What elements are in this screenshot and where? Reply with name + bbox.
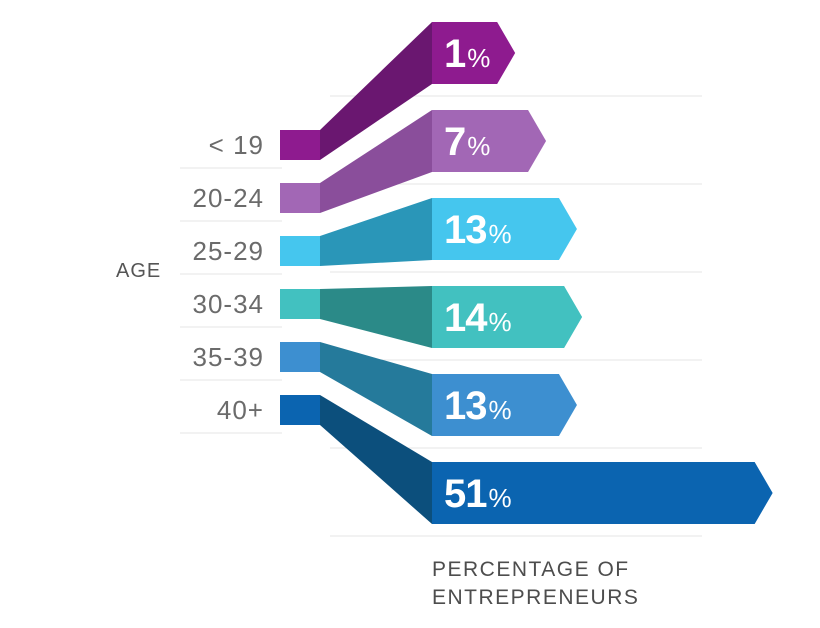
- age-swatch-1: [280, 183, 320, 213]
- value-suffix: %: [488, 395, 512, 425]
- category-label: < 19: [208, 130, 264, 160]
- value-number: 13: [444, 384, 487, 428]
- x-axis-title: PERCENTAGE OF ENTREPRENEURS: [432, 556, 672, 612]
- value-number: 14: [444, 296, 487, 340]
- value-number: 13: [444, 208, 487, 252]
- value-label: 1%: [444, 34, 490, 74]
- ribbon-5: [320, 395, 432, 524]
- value-suffix: %: [488, 219, 512, 249]
- ribbon-3: [320, 286, 432, 348]
- value-suffix: %: [467, 131, 491, 161]
- age-swatch-4: [280, 342, 320, 372]
- value-number: 51: [444, 472, 487, 516]
- value-number: 1: [444, 32, 466, 76]
- value-number: 7: [444, 120, 466, 164]
- bar-3: [432, 286, 583, 348]
- category-label: 35-39: [192, 342, 264, 372]
- value-label: 13%: [444, 210, 512, 250]
- bar-5: [432, 462, 773, 524]
- x-axis-title-line-2: ENTREPRENEURS: [432, 586, 640, 609]
- value-label: 51%: [444, 474, 512, 514]
- y-axis-title: AGE: [116, 260, 162, 282]
- value-suffix: %: [488, 483, 512, 513]
- value-label: 13%: [444, 386, 512, 426]
- age-swatch-2: [280, 236, 320, 266]
- category-label: 25-29: [192, 236, 264, 266]
- value-label: 14%: [444, 298, 512, 338]
- ribbon-1: [320, 110, 432, 213]
- bar-2: [432, 198, 577, 260]
- bar-1: [432, 110, 547, 172]
- value-suffix: %: [488, 307, 512, 337]
- ribbon-4: [320, 342, 432, 436]
- category-label: 40+: [216, 395, 264, 425]
- value-suffix: %: [467, 43, 491, 73]
- category-label: 30-34: [192, 289, 264, 319]
- bar-4: [432, 374, 577, 436]
- ribbon-0: [320, 22, 432, 160]
- age-swatch-3: [280, 289, 320, 319]
- bar-0: [432, 22, 516, 84]
- age-swatch-0: [280, 130, 320, 160]
- ribbon-2: [320, 198, 432, 266]
- value-label: 7%: [444, 122, 490, 162]
- age-swatch-5: [280, 395, 320, 425]
- x-axis-title-line-1: PERCENTAGE OF: [432, 558, 630, 581]
- category-label: 20-24: [192, 183, 264, 213]
